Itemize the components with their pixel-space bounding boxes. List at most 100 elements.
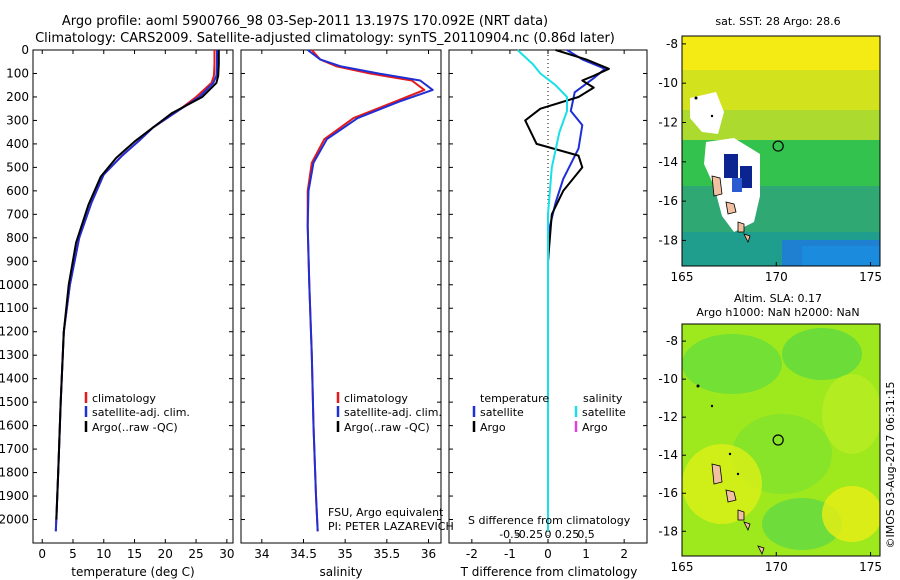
map-y-tick-label: -10 xyxy=(658,372,678,386)
x-tick-label: 0 xyxy=(544,547,552,561)
sla-argo-location-marker xyxy=(772,434,784,446)
x-tick-label: 5 xyxy=(69,547,77,561)
temperature-xlabel: temperature (deg C) xyxy=(71,565,194,579)
diff-legend-temperature: temperature xyxy=(480,392,549,405)
x-tick-label: 34 xyxy=(254,547,269,561)
temperature-legend: climatology satellite-adj. clim. Argo(..… xyxy=(84,392,190,434)
y-tick-label: 2000 xyxy=(0,513,29,527)
y-tick-label: 700 xyxy=(6,207,29,221)
x-tick-label: -1 xyxy=(504,547,516,561)
map-y-tick-label: -14 xyxy=(658,155,678,169)
s-tick-label: 0.25 xyxy=(555,528,580,541)
y-tick-label: 1500 xyxy=(0,395,29,409)
y-tick-label: 1300 xyxy=(0,348,29,362)
y-tick-label: 100 xyxy=(6,66,29,80)
salinity-legend: climatology satellite-adj. clim. Argo(..… xyxy=(336,392,442,434)
sal-legend-sat: satellite-adj. clim. xyxy=(344,406,442,419)
sla-map-panel: Altim. SLA: 0.17 Argo h1000: NaN h2000: … xyxy=(658,292,882,574)
y-tick-label: 1000 xyxy=(0,278,29,292)
s-tick-label: 0.5 xyxy=(577,528,595,541)
salinity-panel: 34 34.5 35 35.5 36 salinity climatology sate… xyxy=(240,49,454,579)
diff-legend-salinity: salinity xyxy=(583,392,623,405)
sla-map-title1: Altim. SLA: 0.17 xyxy=(734,292,822,305)
y-tick-label: 900 xyxy=(6,254,29,268)
series-line-climatology xyxy=(54,50,216,532)
x-tick-label: 2 xyxy=(620,547,628,561)
y-tick-label: 1600 xyxy=(0,419,29,433)
title-line2: Climatology: CARS2009. Satellite-adjuste… xyxy=(35,31,615,46)
series-line-s-satellite xyxy=(516,49,568,532)
map-x-tick-label: 170 xyxy=(765,270,788,284)
diff-legend-targo: Argo xyxy=(480,421,506,434)
map-y-tick-label: -8 xyxy=(666,334,678,348)
x-tick-label: -2 xyxy=(466,547,478,561)
sst-map-panel: sat. SST: 28 Argo: 28.6 165 170 175 xyxy=(658,15,882,284)
y-tick-label: 300 xyxy=(6,113,29,127)
map-x-tick-label: 175 xyxy=(859,270,882,284)
x-tick-label: 1 xyxy=(582,547,590,561)
sst-map-title: sat. SST: 28 Argo: 28.6 xyxy=(715,15,840,28)
map-x-tick-label: 170 xyxy=(765,560,788,574)
s-tick-label: -0.25 xyxy=(515,528,543,541)
temp-legend-clim: climatology xyxy=(92,392,156,405)
map-y-tick-label: -12 xyxy=(658,410,678,424)
y-tick-label: 500 xyxy=(6,160,29,174)
sst-map-frame xyxy=(681,35,881,267)
series-line-satellite-adj-clim- xyxy=(306,49,434,532)
title-line1: Argo profile: aoml 5900766_98 03-Sep-201… xyxy=(62,14,548,29)
y-tick-label: 1900 xyxy=(0,489,29,503)
diff-legend-sargo: Argo xyxy=(582,421,608,434)
difference-legend: temperature salinity satellite Argo sate… xyxy=(472,392,626,434)
sst-map-image xyxy=(682,36,880,266)
difference-panel: -2 -1 0 1 2 -0.5-0.25 0 0.250.5 temperature sa… xyxy=(448,49,648,579)
map-y-tick-label: -16 xyxy=(658,486,678,500)
y-tick-label: 1200 xyxy=(0,325,29,339)
sal-legend-argo: Argo(..raw -QC) xyxy=(344,421,430,434)
y-tick-label: 600 xyxy=(6,184,29,198)
sla-map-frame xyxy=(681,323,881,557)
sla-map-image xyxy=(682,324,880,556)
map-y-tick-label: -18 xyxy=(658,524,678,538)
map-x-tick-label: 175 xyxy=(859,560,882,574)
y-tick-label: 1700 xyxy=(0,442,29,456)
salinity-xlabel: salinity xyxy=(319,565,362,579)
y-tick-label: 200 xyxy=(6,90,29,104)
diff-legend-ssat: satellite xyxy=(582,406,626,419)
x-tick-label: 10 xyxy=(96,547,111,561)
credit-line1: FSU, Argo equivalent xyxy=(328,506,444,519)
series-line-argo-raw-qc- xyxy=(55,50,220,520)
map-x-tick-label: 165 xyxy=(671,560,694,574)
y-tick-label: 800 xyxy=(6,231,29,245)
diff-legend-tsat: satellite xyxy=(480,406,524,419)
map-y-tick-label: -12 xyxy=(658,115,678,129)
x-tick-label: 34.5 xyxy=(290,547,317,561)
y-tick-label: 400 xyxy=(6,137,29,151)
y-tick-label: 1100 xyxy=(0,301,29,315)
s-tick-label: 0 xyxy=(545,528,552,541)
x-tick-label: 35 xyxy=(338,547,353,561)
difference-top-label: S difference from climatology xyxy=(468,514,631,527)
credit-line2: PI: PETER LAZAREVICH xyxy=(328,520,454,533)
sal-legend-clim: climatology xyxy=(344,392,408,405)
y-tick-label: 1800 xyxy=(0,466,29,480)
map-y-tick-label: -14 xyxy=(658,448,678,462)
temp-legend-argo: Argo(..raw -QC) xyxy=(92,421,178,434)
temperature-frame xyxy=(32,49,234,544)
map-y-tick-label: -18 xyxy=(658,233,678,247)
x-tick-label: 15 xyxy=(127,547,142,561)
temperature-panel: 0100200300400500600700800900100011001200… xyxy=(0,43,234,579)
map-y-tick-label: -8 xyxy=(666,37,678,51)
x-tick-label: 30 xyxy=(219,547,234,561)
y-tick-label: 0 xyxy=(21,43,29,57)
difference-xlabel: T difference from climatology xyxy=(460,565,638,579)
temp-legend-sat: satellite-adj. clim. xyxy=(92,406,190,419)
sst-argo-location-marker xyxy=(772,140,784,152)
s-tick-label: -0.5 xyxy=(499,528,520,541)
series-line-t-argo xyxy=(524,49,610,461)
x-tick-label: 0 xyxy=(38,547,46,561)
x-tick-label: 35.5 xyxy=(373,547,400,561)
x-tick-label: 36 xyxy=(421,547,436,561)
timestamp: ©IMOS 03-Aug-2017 06:31:15 xyxy=(884,382,897,549)
map-x-tick-label: 165 xyxy=(671,270,694,284)
